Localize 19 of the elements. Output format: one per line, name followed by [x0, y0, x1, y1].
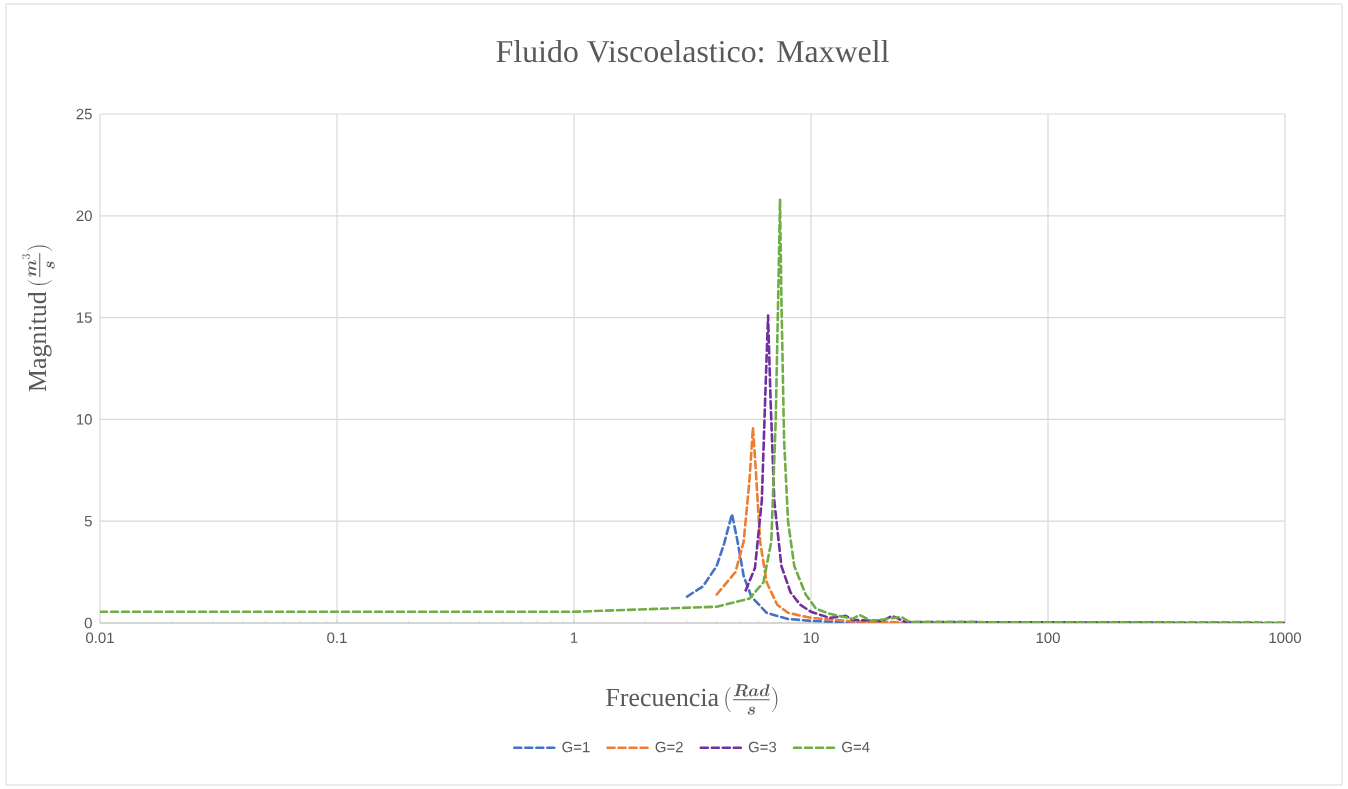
legend-label: G=3 [748, 741, 777, 753]
y-tick-label: 5 [84, 515, 92, 527]
y-tick-label: 10 [76, 414, 92, 425]
x-tick-label: 1000 [1269, 632, 1302, 644]
x-tick-label: 100 [1036, 632, 1060, 644]
x-tick-label: 0.1 [327, 632, 347, 644]
y-tick-label: 25 [76, 108, 92, 120]
y-tick-label: 15 [76, 312, 92, 323]
chart-title: Fluido Viscoelastico: Maxwell [496, 39, 889, 63]
x-tick-label: 0.01 [86, 632, 114, 644]
x-tick-label: 10 [803, 632, 819, 644]
y-tick-label: 0 [84, 617, 92, 629]
legend-label: G=1 [562, 741, 590, 753]
legend-label: G=2 [655, 741, 683, 753]
y-axis-title: $\text{Magnitud}\,(\frac{\boldsymbol{m}^{3}}{\boldsymbol{s}})$ [21, 245, 55, 392]
x-tick-label: 1 [570, 632, 578, 643]
x-axis-title: $\text{Frecuencia}\,(\frac{\boldsymbol{Rad}}{\boldsymbol{s}})$ [606, 684, 778, 715]
legend-label: G=4 [842, 741, 870, 753]
y-tick-label: 20 [76, 210, 92, 222]
